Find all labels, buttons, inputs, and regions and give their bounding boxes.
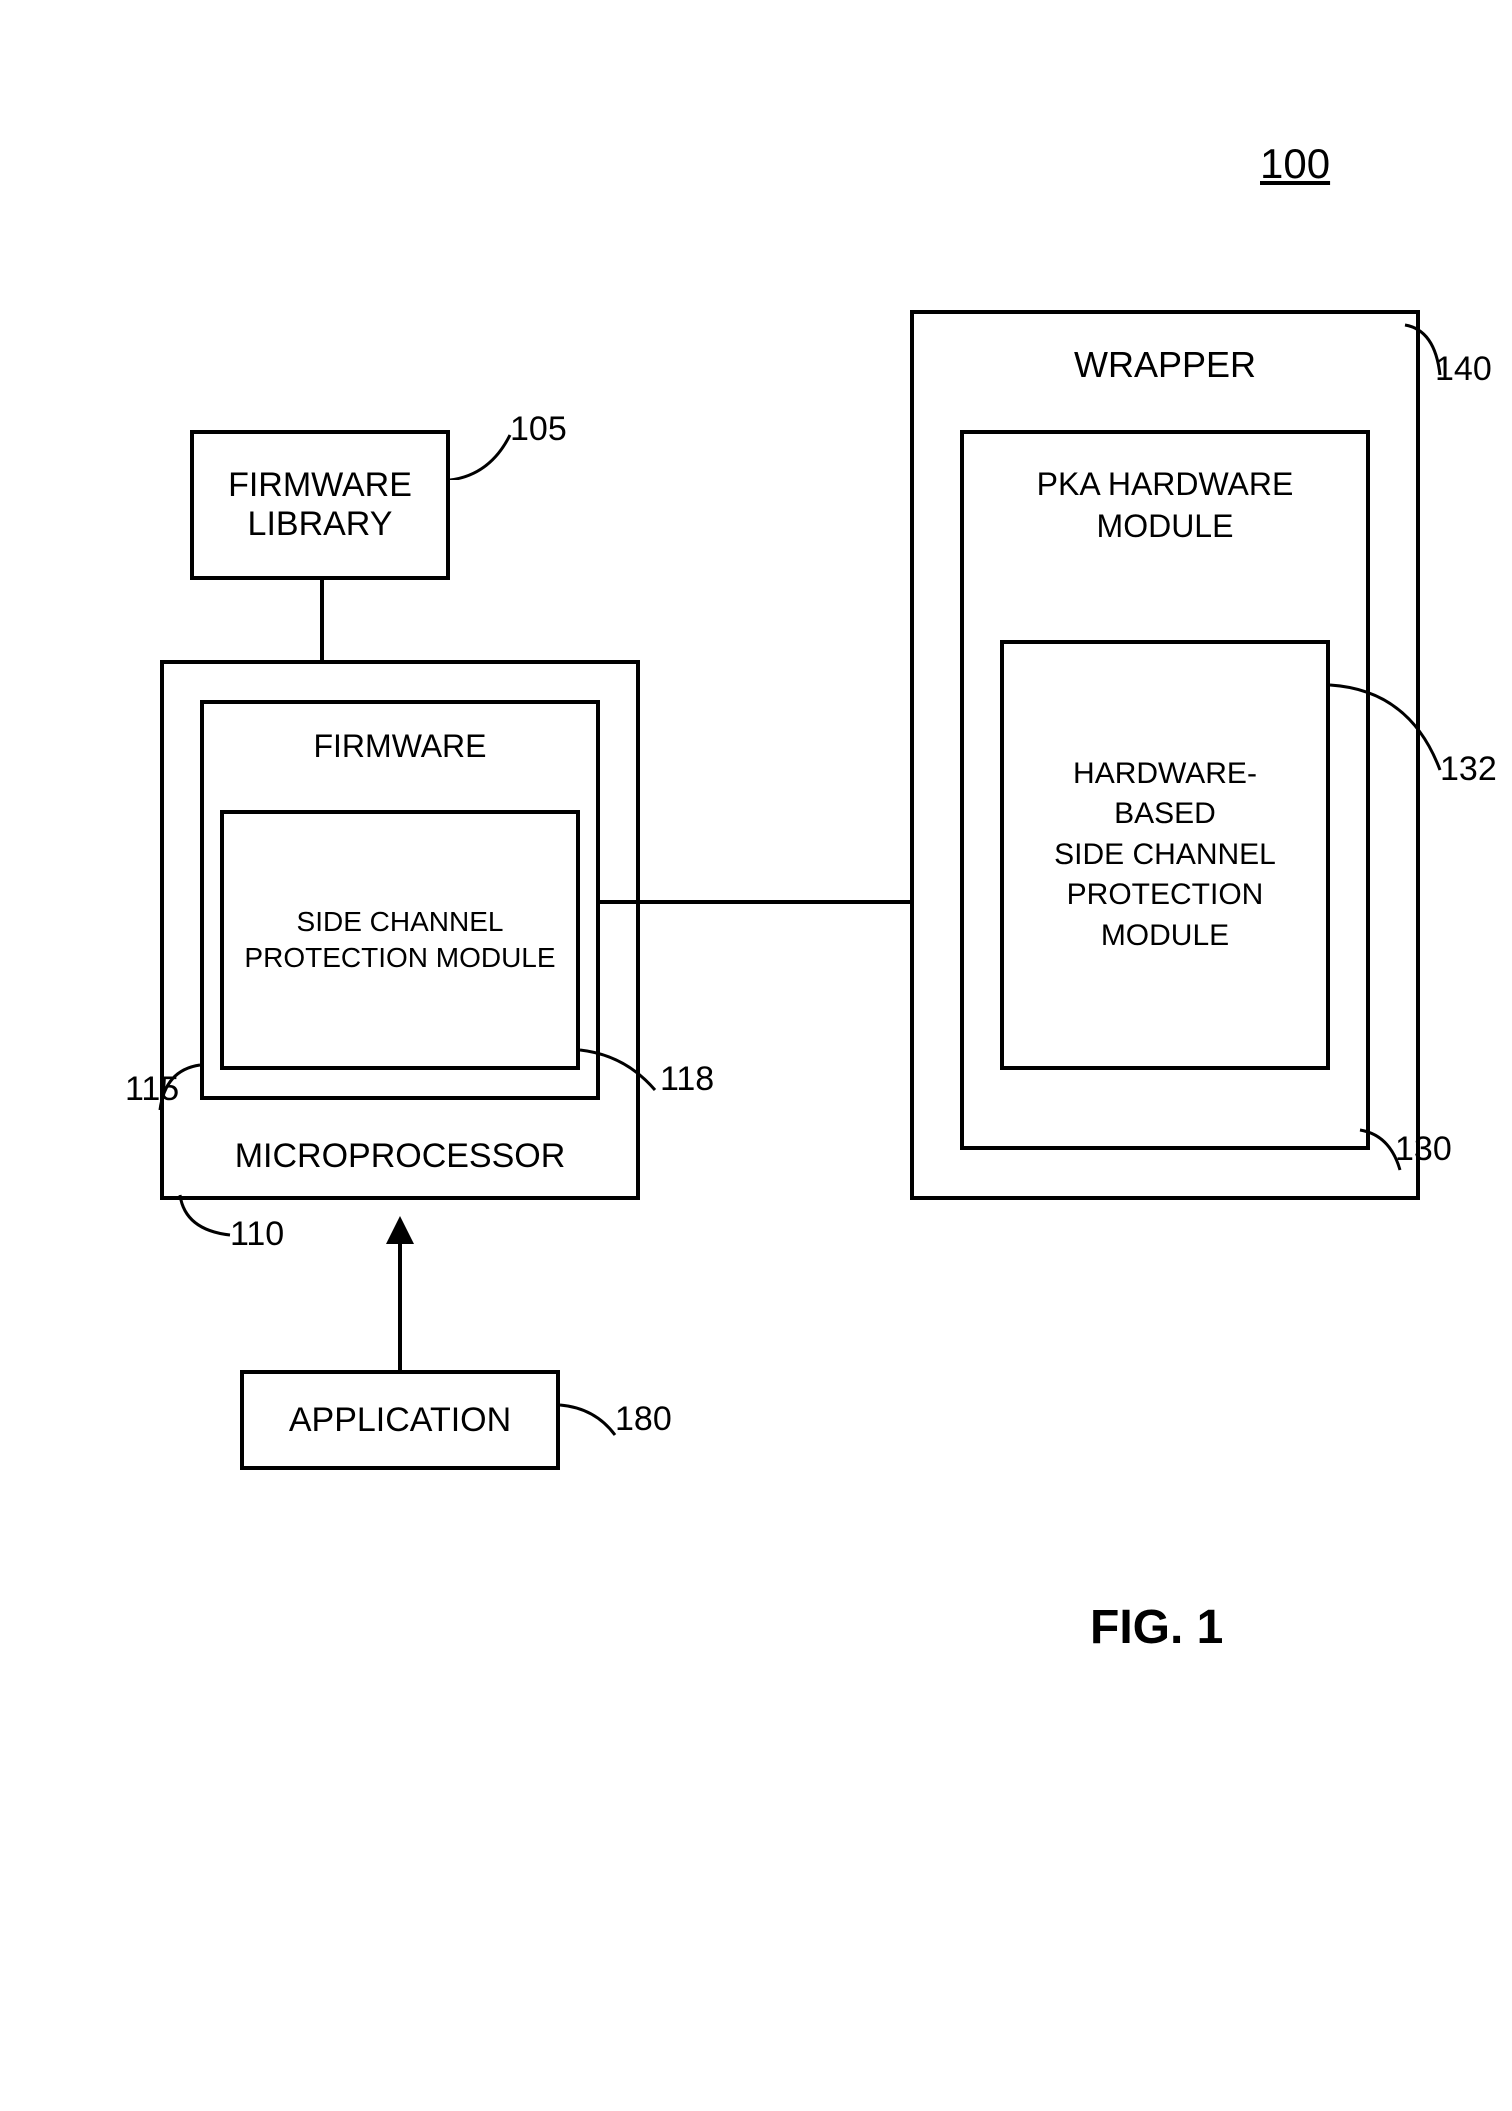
ref-180: 180 — [615, 1400, 672, 1439]
arrow-app-micro — [386, 1216, 414, 1244]
hw-side-channel-protection-box: HARDWARE- BASED SIDE CHANNEL PROTECTION … — [1000, 640, 1330, 1070]
leader-115 — [155, 1060, 210, 1115]
firmware-label: FIRMWARE — [313, 728, 486, 765]
firmware-library-box: FIRMWARE LIBRARY — [190, 430, 450, 580]
application-box: APPLICATION — [240, 1370, 560, 1470]
leader-132 — [1330, 680, 1450, 780]
firmware-library-label: FIRMWARE LIBRARY — [228, 466, 412, 544]
leader-110 — [175, 1190, 235, 1250]
microprocessor-label: MICROPROCESSOR — [235, 1137, 566, 1176]
wrapper-label: WRAPPER — [1074, 344, 1256, 386]
leader-140 — [1400, 320, 1450, 380]
figure-caption: FIG. 1 — [1090, 1600, 1223, 1655]
pka-hardware-label: PKA HARDWARE MODULE — [1037, 464, 1294, 547]
side-channel-protection-box: SIDE CHANNEL PROTECTION MODULE — [220, 810, 580, 1070]
ref-110: 110 — [230, 1215, 284, 1254]
leader-105 — [450, 430, 520, 480]
diagram-canvas: 100 FIRMWARE LIBRARY 105 MICROPROCESSOR … — [0, 0, 1512, 2111]
application-label: APPLICATION — [289, 1401, 511, 1440]
connector-fw-wrapper-h — [600, 900, 910, 904]
figure-ref-100: 100 — [1260, 140, 1330, 188]
hw-side-channel-protection-label: HARDWARE- BASED SIDE CHANNEL PROTECTION … — [1054, 754, 1276, 957]
ref-118: 118 — [660, 1060, 714, 1099]
leader-130 — [1355, 1125, 1410, 1175]
side-channel-protection-label: SIDE CHANNEL PROTECTION MODULE — [244, 904, 555, 977]
leader-180 — [560, 1400, 620, 1440]
leader-118 — [580, 1040, 665, 1095]
connector-app-micro — [398, 1243, 402, 1370]
